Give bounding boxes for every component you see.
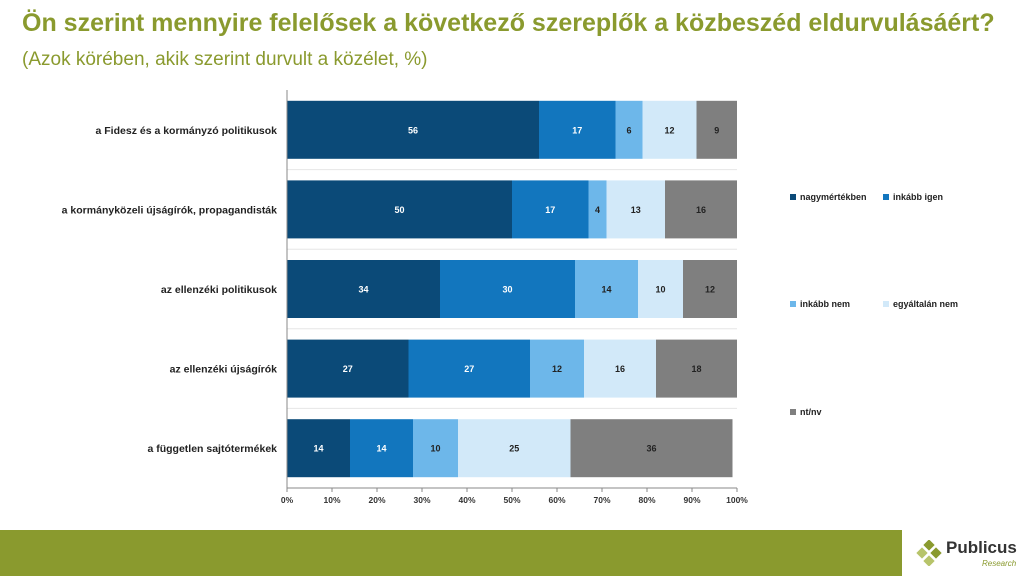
bar-segment	[458, 419, 571, 478]
stacked-bar-chart: 56 17 6 12 9 a Fidesz és a kormányzó politiku…	[62, 90, 958, 505]
data-label: 10	[430, 444, 440, 454]
bar-segment	[287, 180, 512, 239]
data-label: 30	[502, 285, 512, 295]
data-label: 50	[394, 205, 404, 215]
data-label: 9	[714, 125, 719, 135]
category-label: a Fidesz és a kormányzó politikusok	[96, 125, 278, 137]
x-tick-label: 70%	[593, 495, 610, 505]
data-label: 12	[552, 364, 562, 374]
category-label: a független sajtótermékek	[147, 443, 277, 455]
legend-swatch	[883, 194, 889, 200]
x-tick-label: 20%	[368, 495, 385, 505]
data-label: 16	[696, 205, 706, 215]
data-label: 14	[313, 444, 323, 454]
x-tick-label: 90%	[683, 495, 700, 505]
x-tick-label: 50%	[503, 495, 520, 505]
x-tick-label: 40%	[458, 495, 475, 505]
data-label: 4	[595, 205, 600, 215]
data-label: 27	[464, 364, 474, 374]
category-label: az ellenzéki politikusok	[161, 284, 277, 296]
bar-segment	[638, 260, 683, 318]
bar-segment	[440, 260, 575, 318]
data-label: 14	[376, 444, 386, 454]
bar-segment	[287, 419, 350, 478]
footer-bar	[0, 530, 1024, 576]
data-label: 12	[705, 285, 715, 295]
x-tick-label: 30%	[413, 495, 430, 505]
publicus-logo-icon	[916, 540, 942, 566]
data-label: 10	[655, 285, 665, 295]
page-title: Ön szerint mennyire felelősek a következ…	[22, 6, 1012, 77]
bar-segment	[665, 180, 737, 239]
data-label: 14	[601, 285, 611, 295]
data-label: 12	[664, 125, 674, 135]
data-label: 18	[691, 364, 701, 374]
legend-swatch	[790, 194, 796, 200]
legend-swatch	[883, 301, 889, 307]
data-label: 25	[509, 444, 519, 454]
data-label: 36	[646, 444, 656, 454]
brand-name: Publicus	[946, 538, 1017, 557]
bar-segment	[656, 339, 737, 398]
data-label: 27	[343, 364, 353, 374]
x-tick-label: 80%	[638, 495, 655, 505]
legend-swatch	[790, 301, 796, 307]
bar-segment	[615, 100, 643, 159]
bar-segment	[696, 100, 737, 159]
legend-label: nt/nv	[800, 407, 822, 417]
data-label: 34	[358, 285, 368, 295]
bar-segment	[413, 419, 458, 478]
x-tick-label: 60%	[548, 495, 565, 505]
bar-segment	[350, 419, 413, 478]
bar-segment	[512, 180, 589, 239]
bar-segment	[287, 100, 539, 159]
x-tick-label: 100%	[726, 495, 748, 505]
legend-label: inkább nem	[800, 299, 850, 309]
bar-segment	[606, 180, 665, 239]
bar-segment	[287, 260, 440, 318]
bar-segment	[575, 260, 638, 318]
bar-segment	[287, 339, 409, 398]
x-tick-label: 10%	[323, 495, 340, 505]
bar-segment	[683, 260, 737, 318]
data-label: 6	[626, 125, 631, 135]
data-label: 17	[545, 205, 555, 215]
bar-segment	[570, 419, 733, 478]
publicus-logo: Publicus Research	[902, 530, 1024, 576]
category-label: az ellenzéki újságírók	[170, 364, 278, 376]
legend-label: nagymértékben	[800, 192, 867, 202]
data-label: 13	[631, 205, 641, 215]
bar-segment	[584, 339, 656, 398]
brand-subtitle: Research	[982, 559, 1017, 568]
data-label: 17	[572, 125, 582, 135]
data-label: 16	[615, 364, 625, 374]
title-subtitle: (Azok körében, akik szerint durvult a kö…	[22, 49, 428, 70]
legend-swatch	[790, 409, 796, 415]
data-label: 56	[408, 125, 418, 135]
bar-segment	[539, 100, 616, 159]
x-tick-label: 0%	[281, 495, 294, 505]
category-label: a kormányközeli újságírók, propagandistá…	[62, 204, 277, 216]
bar-segment	[408, 339, 530, 398]
legend-label: egyáltalán nem	[893, 299, 958, 309]
legend-label: inkább igen	[893, 192, 943, 202]
bar-segment	[530, 339, 584, 398]
bar-segment	[588, 180, 607, 239]
title-main: Ön szerint mennyire felelősek a következ…	[22, 9, 995, 37]
bar-segment	[642, 100, 697, 159]
